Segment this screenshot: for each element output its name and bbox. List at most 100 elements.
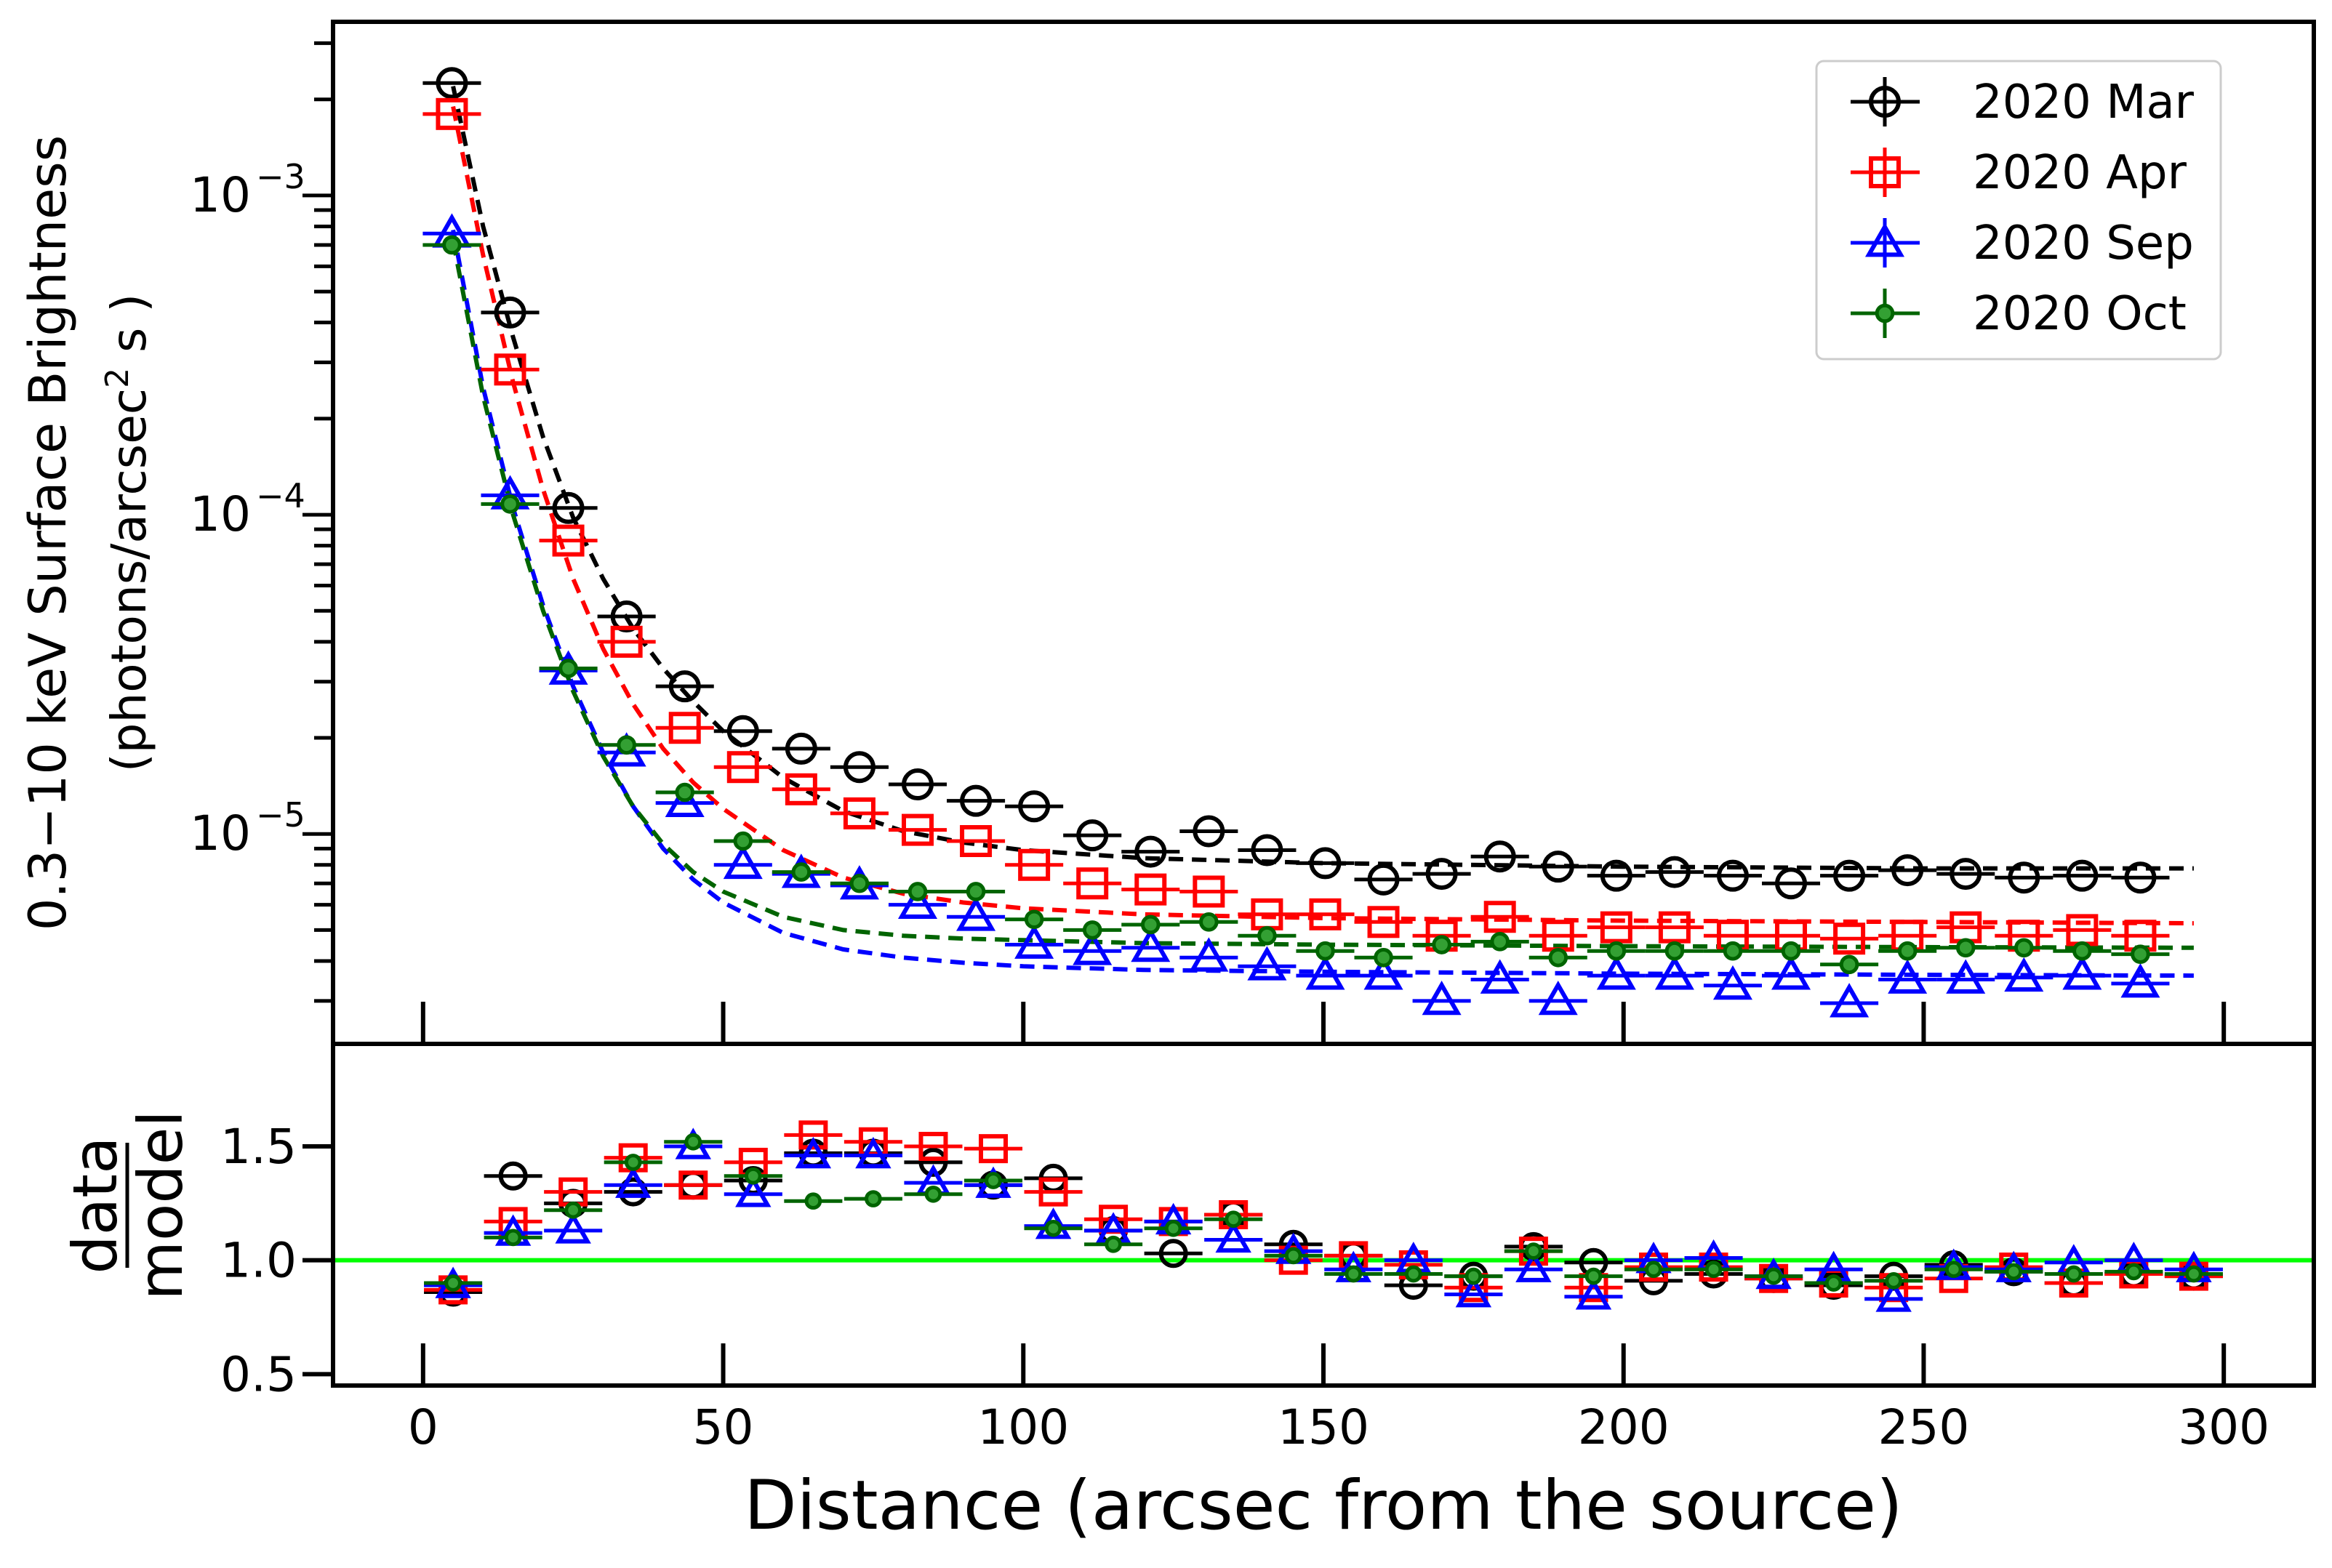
bottom-y-label-numerator: data xyxy=(60,1136,131,1274)
data-point xyxy=(610,625,643,658)
legend-item: 2020 Sep xyxy=(1851,217,2194,270)
legend-item: 2020 Oct xyxy=(1851,287,2187,341)
data-point xyxy=(1251,834,1283,867)
data-point xyxy=(785,732,817,765)
legend-label: 2020 Mar xyxy=(1973,76,2195,129)
bottom-y-label-denominator: model xyxy=(125,1110,196,1300)
ratio-point xyxy=(1225,1210,1243,1229)
data-point xyxy=(2124,861,2157,894)
data-point xyxy=(1193,875,1225,908)
ratio-point xyxy=(2064,1265,2083,1283)
bottom-data-points xyxy=(424,1120,2223,1312)
y-tick-label: 10 xyxy=(190,167,251,223)
ratio-point xyxy=(2125,1263,2143,1281)
top-panel: 10−310−410−5 0.3−10 keV Surface Brightne… xyxy=(18,20,2316,1046)
legend-marker xyxy=(1875,303,1895,323)
data-point xyxy=(843,797,875,829)
data-point xyxy=(1600,911,1632,944)
y-tick-label-exponent: −4 xyxy=(256,476,305,515)
data-point xyxy=(1082,920,1102,940)
data-point xyxy=(2131,944,2150,964)
x-tick-label: 50 xyxy=(693,1399,754,1455)
data-point xyxy=(1833,922,1866,955)
data-point xyxy=(1422,980,1462,1016)
ratio-point xyxy=(1765,1267,1782,1285)
data-point xyxy=(1367,863,1400,896)
data-point xyxy=(558,659,578,678)
data-point xyxy=(1490,932,1510,952)
ratio-point xyxy=(804,1192,822,1210)
data-point xyxy=(1723,941,1743,961)
ratio-series-2020-oct xyxy=(424,1133,2223,1292)
data-point xyxy=(1483,840,1516,873)
data-point xyxy=(1024,909,1044,930)
x-tick-label: 200 xyxy=(1578,1399,1670,1455)
ratio-point xyxy=(1944,1261,1963,1279)
ratio-point xyxy=(564,1201,582,1219)
series-2020-mar xyxy=(422,67,2170,900)
y-tick-label: 0.5 xyxy=(220,1346,297,1402)
data-point xyxy=(723,844,763,880)
data-point xyxy=(1483,901,1516,933)
data-point xyxy=(733,831,753,851)
data-point xyxy=(1076,819,1109,852)
ratio-point xyxy=(735,1175,772,1207)
ratio-point xyxy=(744,1167,762,1185)
data-point xyxy=(494,296,526,329)
data-point xyxy=(1199,912,1219,932)
ratio-point xyxy=(1704,1261,1723,1279)
data-point xyxy=(1363,955,1403,990)
data-point xyxy=(1664,941,1685,961)
ratio-point xyxy=(1158,1239,1188,1269)
ratio-point xyxy=(1105,1235,1122,1253)
legend: 2020 Mar 2020 Apr 2020 Sep 2020 Oct xyxy=(1815,60,2222,361)
legend-label: 2020 Oct xyxy=(1973,287,2187,341)
data-point xyxy=(726,751,759,784)
ratio-point xyxy=(865,1190,882,1207)
data-point xyxy=(1888,959,1928,994)
bottom-y-ticks: 0.5 1.0 1.5 xyxy=(220,1119,333,1402)
data-point xyxy=(1076,867,1109,900)
bottom-panel: 0.51.01.5 0 50 100 150 200 250 300 data model … xyxy=(60,1042,2316,1545)
ratio-point xyxy=(985,1172,1002,1189)
legend-marker xyxy=(1869,86,1901,118)
ratio-point xyxy=(1885,1272,1903,1290)
legend-label: 2020 Apr xyxy=(1973,146,2187,200)
data-point xyxy=(1955,938,1976,958)
data-point xyxy=(552,491,585,524)
data-point xyxy=(2008,861,2040,894)
data-point xyxy=(2120,963,2160,998)
data-point xyxy=(1897,941,1918,961)
data-point xyxy=(1305,955,1345,990)
y-tick-label: 1.0 xyxy=(220,1233,297,1289)
y-tick-label-exponent: −3 xyxy=(256,157,305,196)
top-y-axis-label-line1: 0.3−10 keV Surface Brightness xyxy=(18,135,78,930)
ratio-point xyxy=(615,1166,652,1198)
data-point xyxy=(1658,911,1691,944)
data-point xyxy=(1018,848,1051,881)
ratio-point xyxy=(2005,1263,2023,1281)
top-y-ticks: 10−310−410−5 xyxy=(190,41,333,1003)
y-tick-label: 1.5 xyxy=(220,1119,297,1175)
data-point xyxy=(1716,859,1749,892)
data-point xyxy=(1596,955,1636,990)
data-point xyxy=(2062,955,2102,990)
ratio-point xyxy=(1824,1274,1843,1292)
data-point xyxy=(1654,955,1694,990)
data-point xyxy=(1247,946,1287,981)
data-point xyxy=(1367,906,1400,938)
data-point xyxy=(1600,859,1632,892)
data-point xyxy=(785,773,817,805)
ratio-point xyxy=(979,1134,1008,1164)
data-point xyxy=(2072,941,2092,961)
data-point xyxy=(1018,790,1051,823)
legend-label: 2020 Sep xyxy=(1973,217,2194,270)
ratio-point xyxy=(1515,1250,1552,1282)
data-point xyxy=(1073,930,1113,965)
ratio-point xyxy=(444,1274,462,1292)
data-point xyxy=(966,882,986,901)
ratio-point xyxy=(1284,1247,1302,1265)
model-curve-3 xyxy=(451,241,2194,950)
model-curve-1 xyxy=(451,105,2194,926)
